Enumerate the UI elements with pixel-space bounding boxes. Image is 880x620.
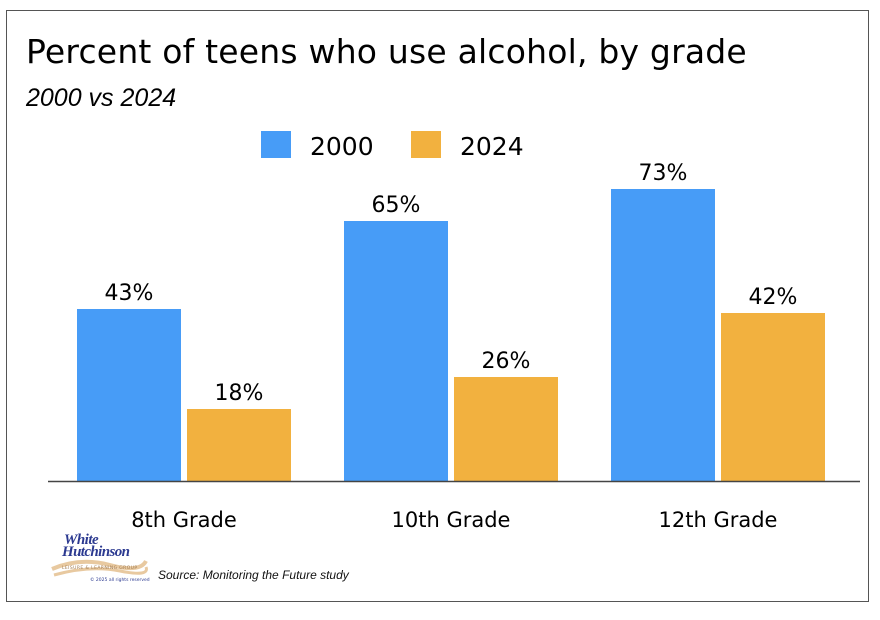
- bar-2000-10th-grade: [344, 221, 448, 481]
- x-tick-label: 8th Grade: [131, 508, 237, 532]
- x-tick-label: 12th Grade: [659, 508, 778, 532]
- bar-2024-8th-grade: [187, 409, 291, 481]
- source-note: Source: Monitoring the Future study: [158, 568, 349, 582]
- data-label: 18%: [215, 381, 264, 406]
- logo-swoosh-icon: [51, 559, 148, 577]
- legend-swatch-2024: [411, 131, 441, 158]
- legend-swatch-2000: [261, 131, 291, 158]
- logo-tagline: LEISURE & LEARNING GROUP: [62, 566, 138, 571]
- data-label: 65%: [372, 193, 421, 218]
- chart-subtitle: 2000 vs 2024: [26, 84, 177, 112]
- chart-title: Percent of teens who use alcohol, by gra…: [26, 32, 747, 71]
- data-label: 43%: [105, 281, 154, 306]
- bar-2000-12th-grade: [611, 189, 715, 481]
- x-tick-label: 10th Grade: [392, 508, 511, 532]
- logo-line2: Hutchinson: [62, 544, 130, 560]
- bar-2024-12th-grade: [721, 313, 825, 481]
- legend-label-2024: 2024: [460, 132, 524, 161]
- logo-line1: White: [64, 532, 99, 548]
- data-label: 26%: [482, 349, 531, 374]
- data-label: 73%: [639, 161, 688, 186]
- logo-copyright: © 2025 all rights reserved: [90, 578, 150, 583]
- legend-label-2000: 2000: [310, 132, 374, 161]
- bar-2000-8th-grade: [77, 309, 181, 481]
- data-label: 42%: [749, 285, 798, 310]
- white-hutchinson-logo: White Hutchinson LEISURE & LEARNING GROU…: [50, 533, 150, 589]
- bar-2024-10th-grade: [454, 377, 558, 481]
